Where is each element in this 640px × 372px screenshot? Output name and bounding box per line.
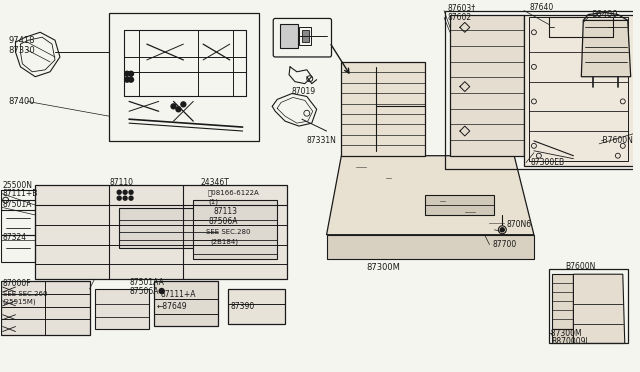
Text: 87000F: 87000F — [3, 279, 31, 288]
Text: 87506A: 87506A — [129, 288, 159, 296]
Text: 870N6: 870N6 — [506, 220, 531, 229]
Text: 87300EB: 87300EB — [531, 158, 565, 167]
Text: (25915M): (25915M) — [3, 299, 36, 305]
Circle shape — [129, 77, 134, 82]
FancyBboxPatch shape — [273, 19, 332, 57]
Circle shape — [176, 107, 181, 112]
Polygon shape — [326, 235, 534, 259]
Bar — [1, 200, 35, 235]
Text: 87111+A: 87111+A — [161, 291, 196, 299]
Circle shape — [125, 71, 129, 76]
Circle shape — [125, 77, 129, 82]
Text: 87400: 87400 — [8, 97, 35, 106]
Text: 87110: 87110 — [109, 178, 133, 187]
Polygon shape — [524, 15, 637, 166]
Text: 87700: 87700 — [492, 240, 516, 249]
Text: 87300M: 87300M — [366, 263, 400, 272]
Text: 25500N: 25500N — [3, 181, 33, 190]
Text: (1): (1) — [208, 199, 218, 205]
Text: 86400: 86400 — [591, 10, 618, 19]
Text: 87390: 87390 — [231, 302, 255, 311]
Text: 24346T: 24346T — [200, 178, 229, 187]
Bar — [302, 30, 308, 42]
Text: B7600N: B7600N — [566, 262, 596, 271]
Bar — [119, 208, 218, 247]
Text: (2B184): (2B184) — [210, 238, 238, 245]
Polygon shape — [573, 274, 625, 343]
Text: 87501AA: 87501AA — [129, 278, 164, 286]
Text: 87019: 87019 — [292, 87, 316, 96]
Text: 87111+B: 87111+B — [3, 189, 38, 198]
Text: 87113: 87113 — [214, 208, 238, 217]
Text: 87331N: 87331N — [307, 137, 337, 145]
Polygon shape — [581, 20, 630, 77]
Circle shape — [123, 190, 127, 194]
Polygon shape — [326, 156, 534, 235]
Text: Ⓢ08166-6122A: Ⓢ08166-6122A — [208, 189, 260, 196]
Text: 97418: 97418 — [8, 36, 35, 45]
Circle shape — [123, 196, 127, 200]
Circle shape — [171, 104, 176, 109]
Polygon shape — [426, 195, 495, 215]
Circle shape — [129, 71, 134, 76]
Text: ←87649: ←87649 — [157, 302, 188, 311]
Bar — [1, 235, 35, 262]
Text: -87300M: -87300M — [548, 329, 582, 338]
Bar — [193, 200, 277, 259]
Text: R870009L: R870009L — [552, 337, 591, 346]
Polygon shape — [552, 328, 623, 343]
Bar — [529, 17, 628, 161]
Bar — [548, 269, 628, 343]
Polygon shape — [552, 274, 573, 328]
Polygon shape — [341, 62, 426, 156]
Circle shape — [500, 228, 504, 232]
Text: 87603†: 87603† — [447, 3, 475, 12]
Circle shape — [159, 289, 164, 294]
Polygon shape — [35, 185, 287, 279]
Text: 87640: 87640 — [530, 3, 554, 12]
Bar — [95, 289, 149, 328]
Text: 87501A: 87501A — [3, 200, 32, 209]
Bar — [1, 281, 90, 336]
Bar — [445, 10, 640, 169]
Circle shape — [129, 190, 133, 194]
Bar — [228, 289, 285, 324]
Circle shape — [117, 196, 121, 200]
Circle shape — [181, 102, 186, 107]
Bar — [280, 25, 298, 48]
Circle shape — [129, 196, 133, 200]
Polygon shape — [450, 15, 524, 156]
Bar — [299, 28, 311, 45]
Text: 87324: 87324 — [3, 233, 27, 242]
Text: 87330: 87330 — [8, 45, 35, 55]
Text: 87602: 87602 — [447, 13, 471, 22]
Text: SEE SEC.280: SEE SEC.280 — [206, 229, 251, 235]
Text: 87506A: 87506A — [208, 217, 237, 227]
Text: SEE SEC.260: SEE SEC.260 — [3, 291, 47, 297]
Circle shape — [117, 190, 121, 194]
Bar — [154, 281, 218, 326]
Bar — [109, 13, 259, 141]
Text: -B7600N: -B7600N — [601, 137, 634, 145]
